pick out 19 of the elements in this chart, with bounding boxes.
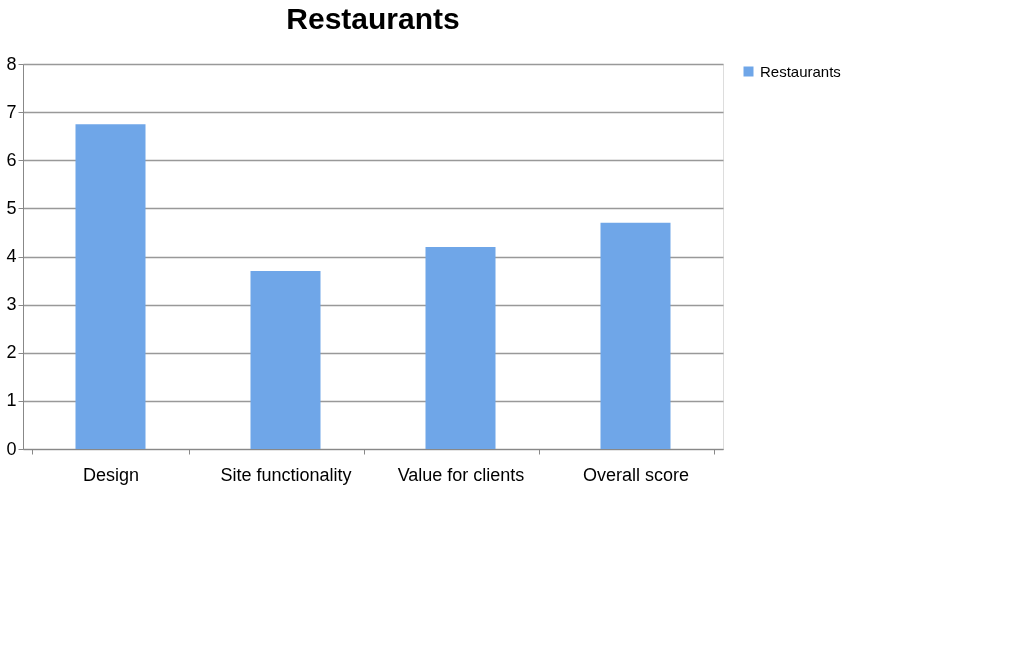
- bar: [75, 124, 146, 449]
- x-tick-label: Value for clients: [397, 464, 525, 485]
- y-tick-label: 7: [6, 101, 17, 122]
- x-tick-label: Overall score: [582, 464, 690, 485]
- y-tick-label: 0: [6, 438, 17, 459]
- y-tick-label: 4: [6, 246, 17, 266]
- chart-title: Restaurants: [286, 2, 460, 35]
- y-tick-label: 5: [6, 197, 17, 218]
- bar: [425, 246, 496, 449]
- y-tick-label: 6: [6, 149, 17, 170]
- y-tick-label: 1: [6, 390, 17, 411]
- bar: [250, 270, 321, 449]
- x-tick-label: Design: [82, 464, 140, 485]
- legend-label: Restaurants: [760, 62, 841, 80]
- y-tick-label: 8: [6, 53, 17, 74]
- y-tick-label: 3: [6, 294, 17, 315]
- bar: [600, 222, 671, 449]
- y-tick-label: 2: [6, 342, 17, 363]
- x-tick-label: Site functionality: [220, 464, 352, 485]
